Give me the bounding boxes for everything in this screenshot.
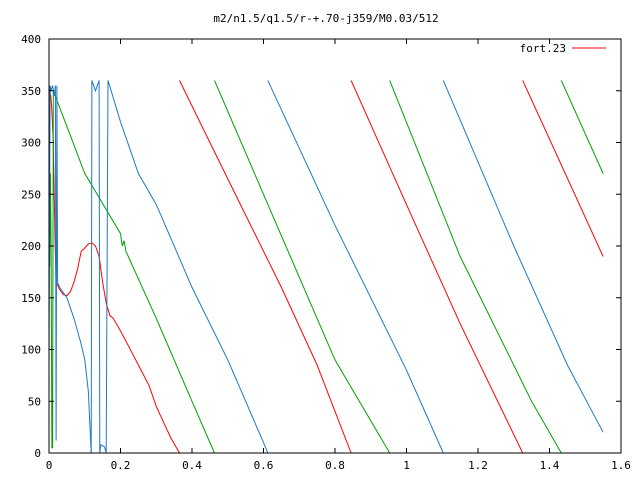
y-tick-label: 150 <box>21 292 41 305</box>
y-tick-label: 0 <box>34 447 41 460</box>
x-tick-label: 1 <box>403 459 410 472</box>
series-1-line-1 <box>48 85 180 454</box>
x-tick-label: 0.8 <box>325 459 345 472</box>
y-tick-label: 400 <box>21 33 41 46</box>
series-2-line-5 <box>560 80 604 174</box>
series-2-line-3 <box>214 80 391 454</box>
chart-title: m2/n1.5/q1.5/r-+.70-j359/M0.03/512 <box>213 12 438 25</box>
plot-lines <box>48 80 604 454</box>
legend: fort.23 <box>520 42 606 55</box>
x-tick-label: 0.6 <box>254 459 274 472</box>
series-3-line-2 <box>90 80 101 454</box>
y-axis: 0 50 100 150 200 250 300 350 400 <box>21 33 621 460</box>
y-tick-label: 100 <box>21 344 41 357</box>
y-tick-label: 350 <box>21 85 41 98</box>
plot-frame <box>48 38 622 454</box>
x-tick-label: 0 <box>46 459 53 472</box>
series-3-line-1 <box>48 85 92 454</box>
x-tick-label: 1.6 <box>611 459 631 472</box>
series-3-line-5 <box>442 80 604 433</box>
x-tick-label: 0.4 <box>182 459 202 472</box>
series-1-line-2 <box>179 80 352 454</box>
x-tick-label: 1.4 <box>540 459 560 472</box>
x-axis: 0 0.2 0.4 0.6 0.8 1 1.2 1.4 1.6 <box>46 39 631 472</box>
x-tick-label: 0.2 <box>111 459 131 472</box>
series-1-line-4 <box>522 80 604 257</box>
series-2-line-4 <box>389 80 562 454</box>
series-2-line-2 <box>52 90 215 454</box>
series-3-line-3 <box>99 80 269 454</box>
series-3-line-4 <box>267 80 444 454</box>
y-tick-label: 300 <box>21 137 41 150</box>
series-1-line-3 <box>350 80 524 454</box>
y-tick-label: 250 <box>21 188 41 201</box>
x-tick-label: 1.2 <box>468 459 488 472</box>
y-tick-label: 50 <box>28 395 41 408</box>
legend-label: fort.23 <box>520 42 566 55</box>
y-tick-label: 200 <box>21 240 41 253</box>
